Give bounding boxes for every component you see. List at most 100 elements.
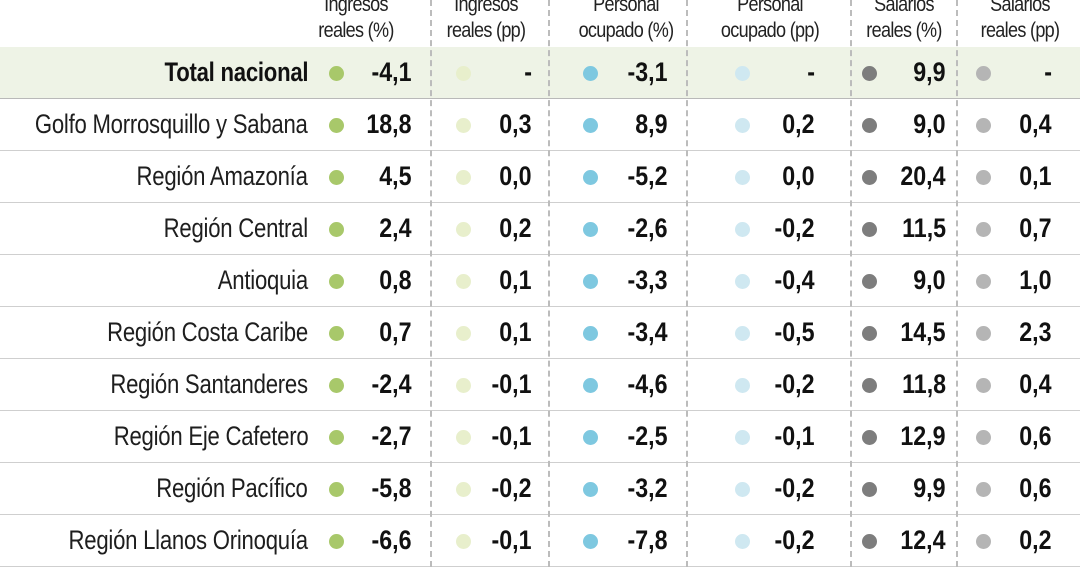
cell-value: 0,3 [499, 109, 532, 139]
column-divider [956, 0, 958, 567]
column-header-line1: Personal [737, 0, 803, 16]
table-row: Región Central 2,4 0,2 -2,6 -0,2 11,5 0,7 [0, 203, 1080, 255]
bullet-dot-icon [976, 66, 991, 81]
column-header-line1: Salarios [990, 0, 1050, 16]
bullet-dot-icon [976, 482, 991, 497]
cell-value: 1,0 [1019, 265, 1052, 295]
bullet-dot-icon [329, 326, 344, 341]
table-row: Antioquia 0,8 0,1 -3,3 -0,4 9,0 1,0 [0, 255, 1080, 307]
bullet-dot-icon [735, 326, 750, 341]
row-label: Región Costa Caribe [107, 317, 308, 347]
column-header-line1: Salarios [874, 0, 934, 16]
bullet-dot-icon [456, 170, 471, 185]
column-header: Salarios reales (%) [835, 0, 973, 46]
cell-value: -3,1 [627, 57, 668, 87]
bullet-dot-icon [735, 66, 750, 81]
cell-value: 0,6 [1019, 421, 1052, 451]
bullet-dot-icon [456, 534, 471, 549]
bullet-dot-icon [583, 118, 598, 133]
bullet-dot-icon [583, 482, 598, 497]
cell-value: -0,2 [774, 369, 815, 399]
bullet-dot-icon [862, 66, 877, 81]
bullet-dot-icon [329, 170, 344, 185]
bullet-dot-icon [583, 222, 598, 237]
row-label: Región Central [163, 213, 308, 243]
bullet-dot-icon [583, 326, 598, 341]
row-label: Región Llanos Orinoquía [68, 525, 309, 555]
cell-value: 9,0 [913, 109, 946, 139]
cell-value: 0,2 [499, 213, 532, 243]
cell-value: -0,1 [774, 421, 815, 451]
cell-value: - [524, 57, 532, 87]
bullet-dot-icon [976, 430, 991, 445]
table-row: Región Costa Caribe 0,7 0,1 -3,4 -0,5 14,5 2,3 [0, 307, 1080, 359]
bullet-dot-icon [583, 430, 598, 445]
row-label: Antioquia [217, 265, 308, 295]
cell-value: -0,1 [491, 421, 532, 451]
cell-value: -0,1 [491, 369, 532, 399]
cell-value: 12,4 [900, 525, 946, 555]
bullet-dot-icon [329, 430, 344, 445]
column-header: Ingresos reales (pp) [417, 0, 555, 46]
bullet-dot-icon [976, 274, 991, 289]
bullet-dot-icon [976, 378, 991, 393]
column-header-line2: reales (pp) [446, 19, 526, 42]
cell-value: 0,8 [379, 265, 412, 295]
cell-value: -3,4 [627, 317, 668, 347]
cell-value: -2,6 [627, 213, 668, 243]
table-row: Región Santanderes -2,4 -0,1 -4,6 -0,2 11,8 0,… [0, 359, 1080, 411]
column-header-line2: ocupado (pp) [720, 19, 820, 42]
cell-value: -7,8 [627, 525, 668, 555]
cell-value: -0,2 [774, 525, 815, 555]
cell-value: -4,1 [371, 57, 412, 87]
bullet-dot-icon [329, 534, 344, 549]
bullet-dot-icon [735, 430, 750, 445]
bullet-dot-icon [456, 482, 471, 497]
bullet-dot-icon [735, 534, 750, 549]
cell-value: 0,4 [1019, 109, 1052, 139]
bullet-dot-icon [456, 378, 471, 393]
row-label: Región Pacífico [156, 473, 309, 503]
cell-value: - [1044, 57, 1052, 87]
bullet-dot-icon [329, 66, 344, 81]
bullet-dot-icon [862, 118, 877, 133]
bullet-dot-icon [583, 534, 598, 549]
cell-value: 0,1 [1019, 161, 1052, 191]
bullet-dot-icon [583, 66, 598, 81]
column-header-line1: Personal [593, 0, 659, 16]
column-header: Personal ocupado (%) [557, 0, 695, 46]
cell-value: -0,5 [774, 317, 815, 347]
bullet-dot-icon [976, 534, 991, 549]
column-divider [686, 0, 688, 567]
cell-value: 9,9 [913, 57, 946, 87]
bullet-dot-icon [862, 534, 877, 549]
cell-value: 12,9 [900, 421, 946, 451]
column-header: Ingresos reales (%) [287, 0, 425, 46]
cell-value: 0,7 [379, 317, 412, 347]
column-header-line2: reales (%) [866, 19, 942, 42]
table-row: Región Eje Cafetero -2,7 -0,1 -2,5 -0,1 12,9 0… [0, 411, 1080, 463]
cell-value: 9,9 [913, 473, 946, 503]
cell-value: 20,4 [900, 161, 946, 191]
table-header: Ingresos reales (%) Ingresos reales (pp) Per… [0, 0, 1080, 46]
bullet-dot-icon [862, 170, 877, 185]
cell-value: -2,5 [627, 421, 668, 451]
cell-value: -0,1 [491, 525, 532, 555]
bullet-dot-icon [976, 118, 991, 133]
cell-value: -2,4 [371, 369, 412, 399]
cell-value: 11,8 [902, 369, 946, 399]
cell-value: -3,3 [627, 265, 668, 295]
row-label: Total nacional [164, 57, 308, 87]
bullet-dot-icon [735, 170, 750, 185]
bullet-dot-icon [976, 170, 991, 185]
bullet-dot-icon [456, 118, 471, 133]
column-header-line1: Ingresos [454, 0, 518, 16]
bullet-dot-icon [329, 222, 344, 237]
bullet-dot-icon [862, 482, 877, 497]
cell-value: -0,2 [774, 213, 815, 243]
cell-value: -4,6 [627, 369, 668, 399]
cell-value: 0,4 [1019, 369, 1052, 399]
row-label: Región Amazonía [136, 161, 308, 191]
cell-value: 0,2 [1019, 525, 1052, 555]
column-header: Personal ocupado (pp) [701, 0, 839, 46]
